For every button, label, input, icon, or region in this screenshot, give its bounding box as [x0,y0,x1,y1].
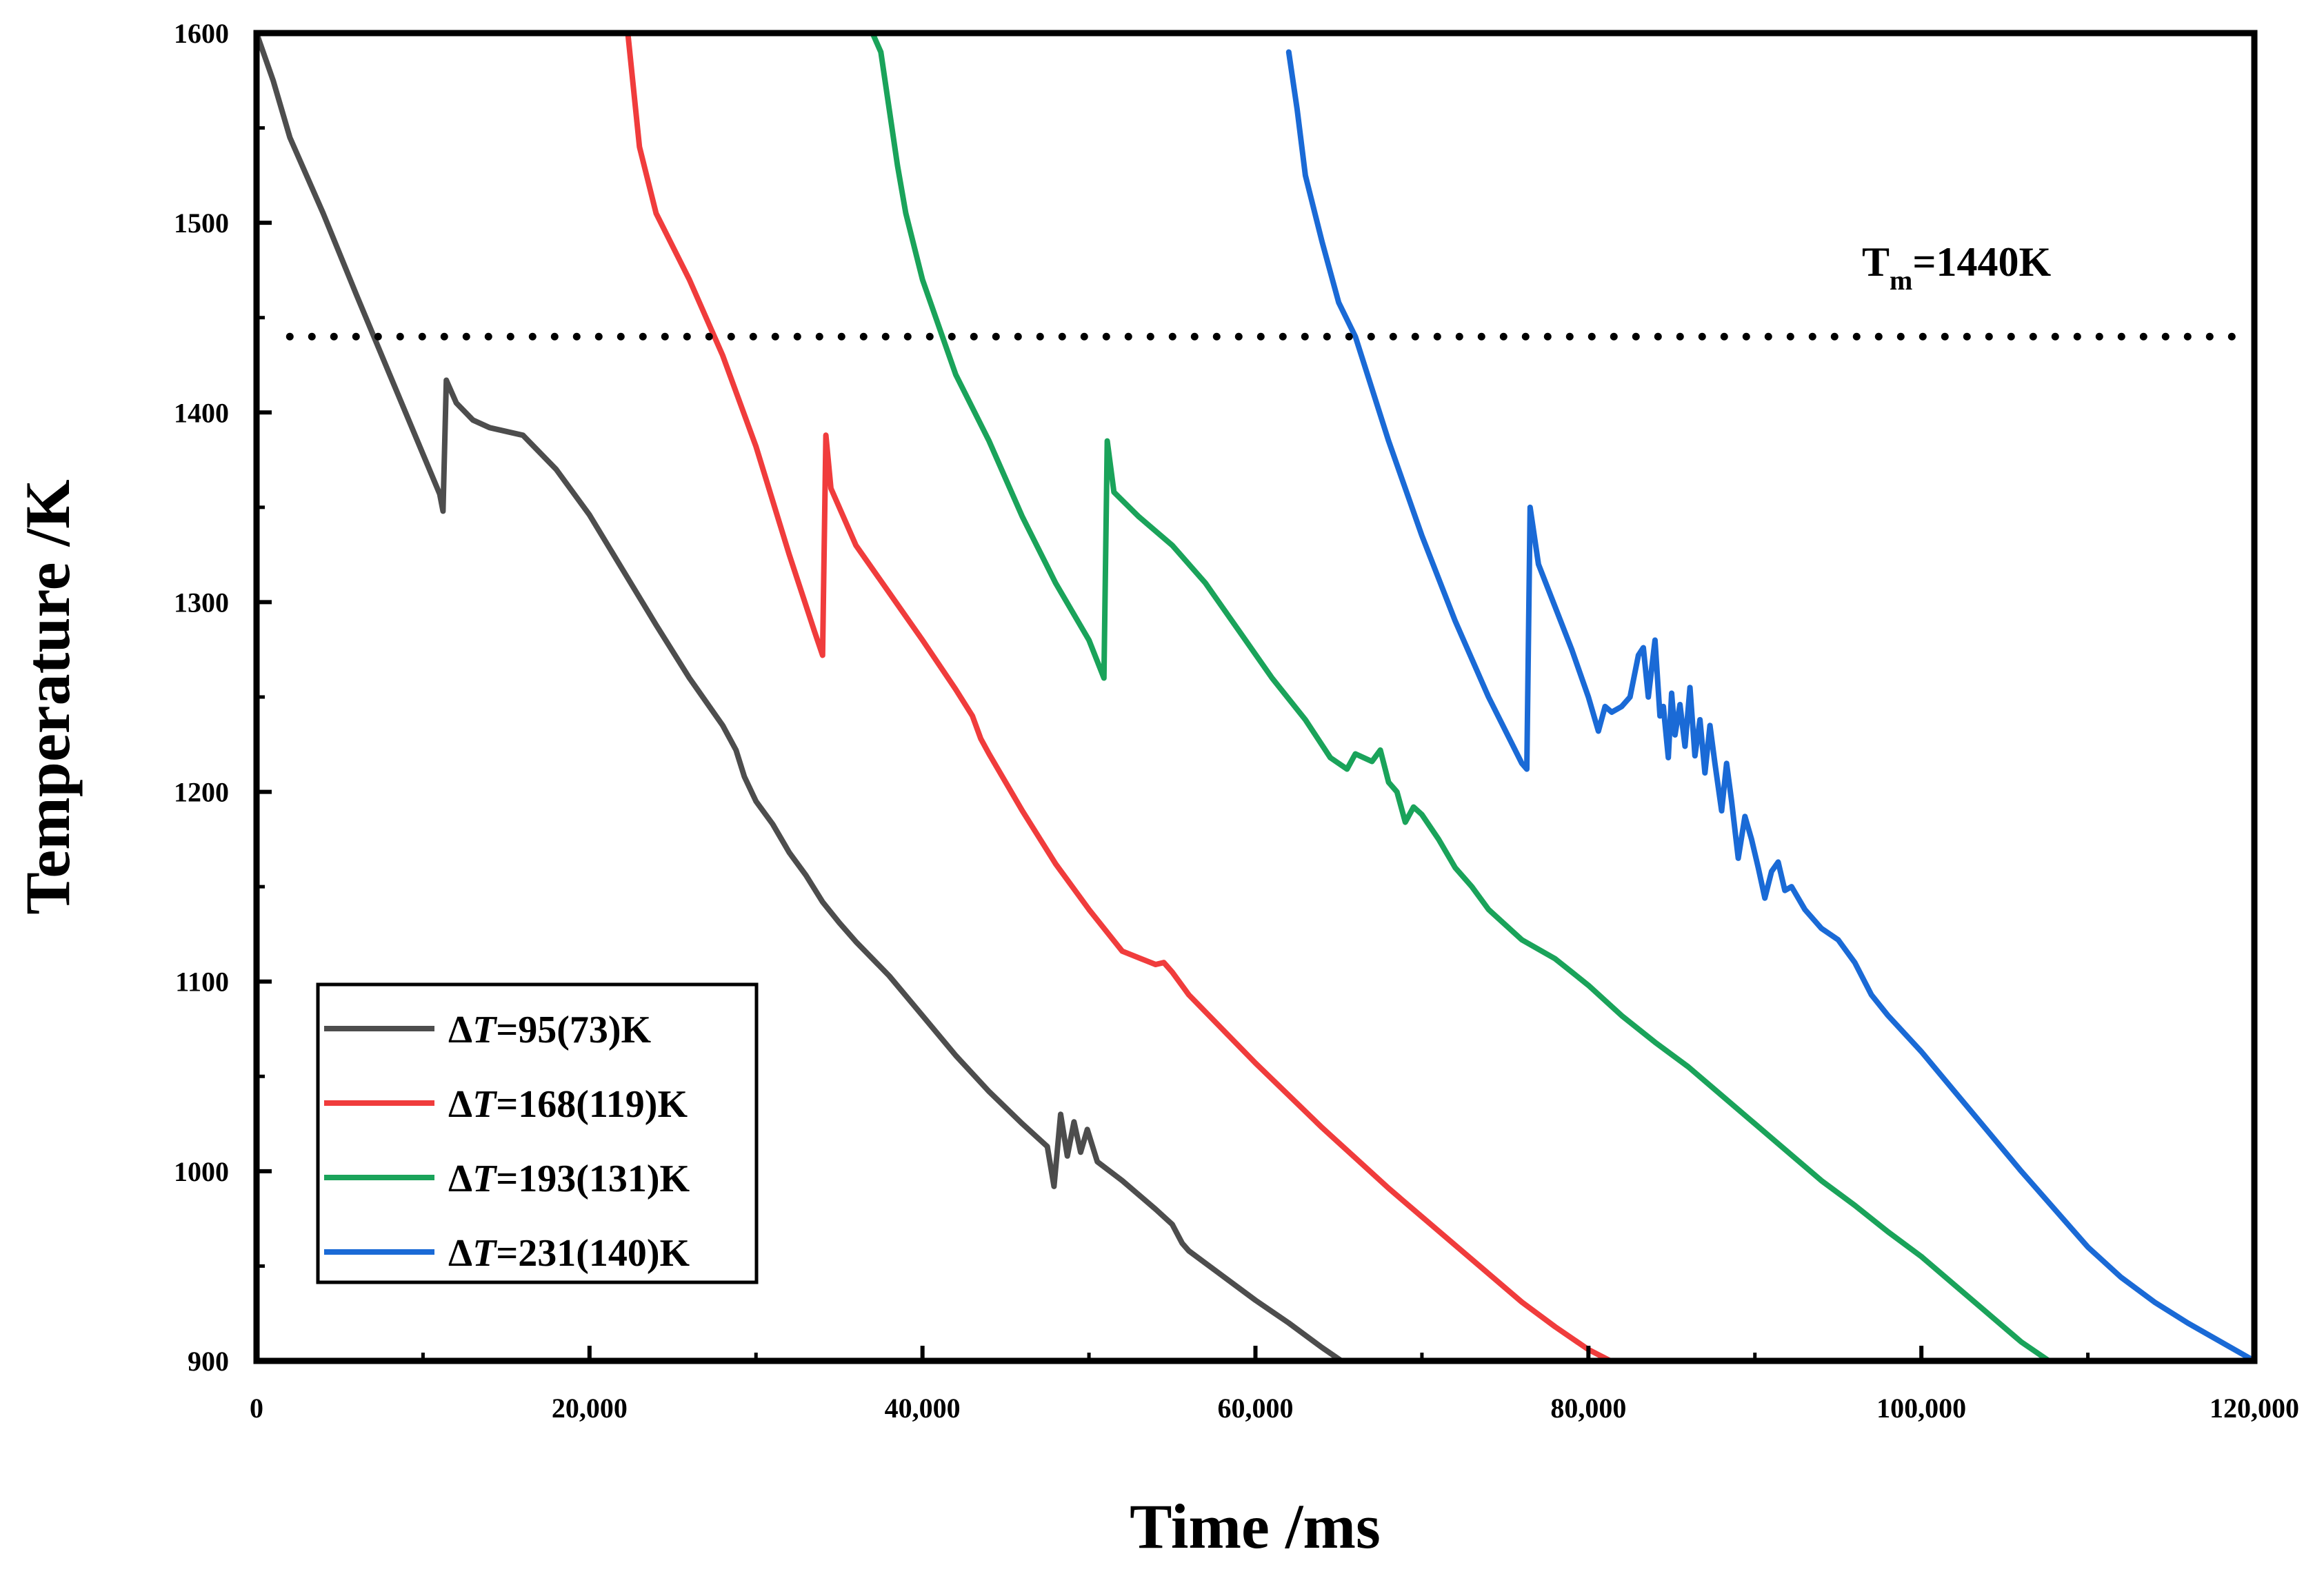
legend-box [316,982,759,1284]
legend-label-3: ΔT=193(131)K [448,1158,690,1200]
legend-label-1: ΔT=95(73)K [448,1009,652,1051]
y-tick-label: 1300 [174,587,229,618]
series-line-4 [1285,49,2254,1361]
legend: ΔT=95(73)KΔT=168(119)KΔT=193(131)KΔT=231… [316,982,759,1284]
y-tick-label: 1400 [174,397,229,428]
legend-label-2: ΔT=168(119)K [448,1083,688,1126]
reference-label-rest: =1440K [1912,239,2051,285]
legend-label-prefix: Δ [448,1009,472,1051]
legend-label-prefix: Δ [448,1083,472,1126]
legend-label-variable: T [472,1232,498,1275]
legend-label-value: =168(119)K [496,1083,688,1126]
x-tick-label: 100,000 [1876,1393,1966,1424]
x-tick-label: 40,000 [885,1393,961,1424]
reference-line-annotation: Tm=1440K [1862,239,2052,296]
y-tick-label: 1600 [174,18,229,49]
series-line-2 [625,33,1617,1361]
y-axis-title: Temperature /K [12,479,83,914]
x-tick-label: 120,000 [2210,1393,2299,1424]
legend-label-value: =193(131)K [496,1158,690,1200]
y-tick-label: 1500 [174,208,229,239]
x-tick-label: 0 [250,1393,263,1424]
legend-label-value: =95(73)K [496,1009,651,1051]
legend-label-variable: T [472,1083,498,1126]
y-tick-label: 1100 [175,967,229,998]
x-tick-label: 80,000 [1550,1393,1626,1424]
y-tick-label: 1200 [174,777,229,808]
legend-label-variable: T [472,1009,498,1051]
legend-label-value: =231(140)K [496,1232,690,1275]
x-axis-title: Time /ms [1130,1491,1381,1562]
y-tick-label: 1000 [174,1156,229,1187]
series-layer [257,33,2254,1361]
reference-line-label: Tm=1440K [1862,239,2052,296]
legend-label-4: ΔT=231(140)K [448,1232,690,1275]
x-tick-label: 20,000 [552,1393,628,1424]
y-tick-label: 900 [188,1346,229,1377]
legend-label-prefix: Δ [448,1232,472,1275]
legend-label-variable: T [472,1158,498,1200]
reference-label-sub: m [1890,265,1912,296]
series-line-3 [870,33,2054,1361]
reference-label-main: T [1862,239,1890,285]
axis-layer: 0 20,000 40,000 60,000 80,000 100,000 120,000 9… [174,18,2299,1424]
x-tick-label: 60,000 [1218,1393,1294,1424]
series-line-1 [257,33,1347,1361]
legend-label-prefix: Δ [448,1158,472,1200]
